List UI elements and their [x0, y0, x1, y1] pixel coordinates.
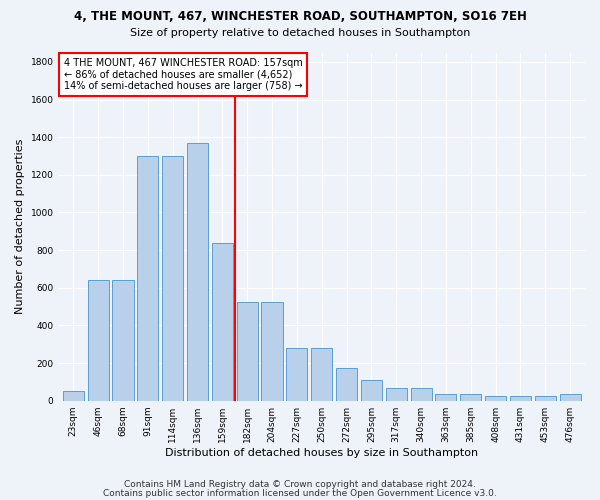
- Bar: [336, 368, 357, 400]
- Text: 4, THE MOUNT, 467, WINCHESTER ROAD, SOUTHAMPTON, SO16 7EH: 4, THE MOUNT, 467, WINCHESTER ROAD, SOUT…: [74, 10, 526, 23]
- Bar: [162, 156, 183, 400]
- Bar: [262, 302, 283, 400]
- Bar: [535, 396, 556, 400]
- Bar: [436, 394, 457, 400]
- Bar: [112, 280, 134, 400]
- Text: Size of property relative to detached houses in Southampton: Size of property relative to detached ho…: [130, 28, 470, 38]
- Bar: [137, 156, 158, 400]
- Y-axis label: Number of detached properties: Number of detached properties: [15, 139, 25, 314]
- Bar: [410, 388, 431, 400]
- Text: Contains HM Land Registry data © Crown copyright and database right 2024.: Contains HM Land Registry data © Crown c…: [124, 480, 476, 489]
- Bar: [63, 392, 84, 400]
- Bar: [460, 394, 481, 400]
- Text: 4 THE MOUNT, 467 WINCHESTER ROAD: 157sqm
← 86% of detached houses are smaller (4: 4 THE MOUNT, 467 WINCHESTER ROAD: 157sqm…: [64, 58, 302, 91]
- Bar: [386, 388, 407, 400]
- Bar: [311, 348, 332, 401]
- Bar: [510, 396, 531, 400]
- Bar: [560, 394, 581, 400]
- X-axis label: Distribution of detached houses by size in Southampton: Distribution of detached houses by size …: [165, 448, 478, 458]
- Bar: [212, 242, 233, 400]
- Bar: [286, 348, 307, 401]
- Bar: [236, 302, 258, 400]
- Bar: [88, 280, 109, 400]
- Bar: [485, 396, 506, 400]
- Text: Contains public sector information licensed under the Open Government Licence v3: Contains public sector information licen…: [103, 490, 497, 498]
- Bar: [187, 143, 208, 401]
- Bar: [361, 380, 382, 400]
